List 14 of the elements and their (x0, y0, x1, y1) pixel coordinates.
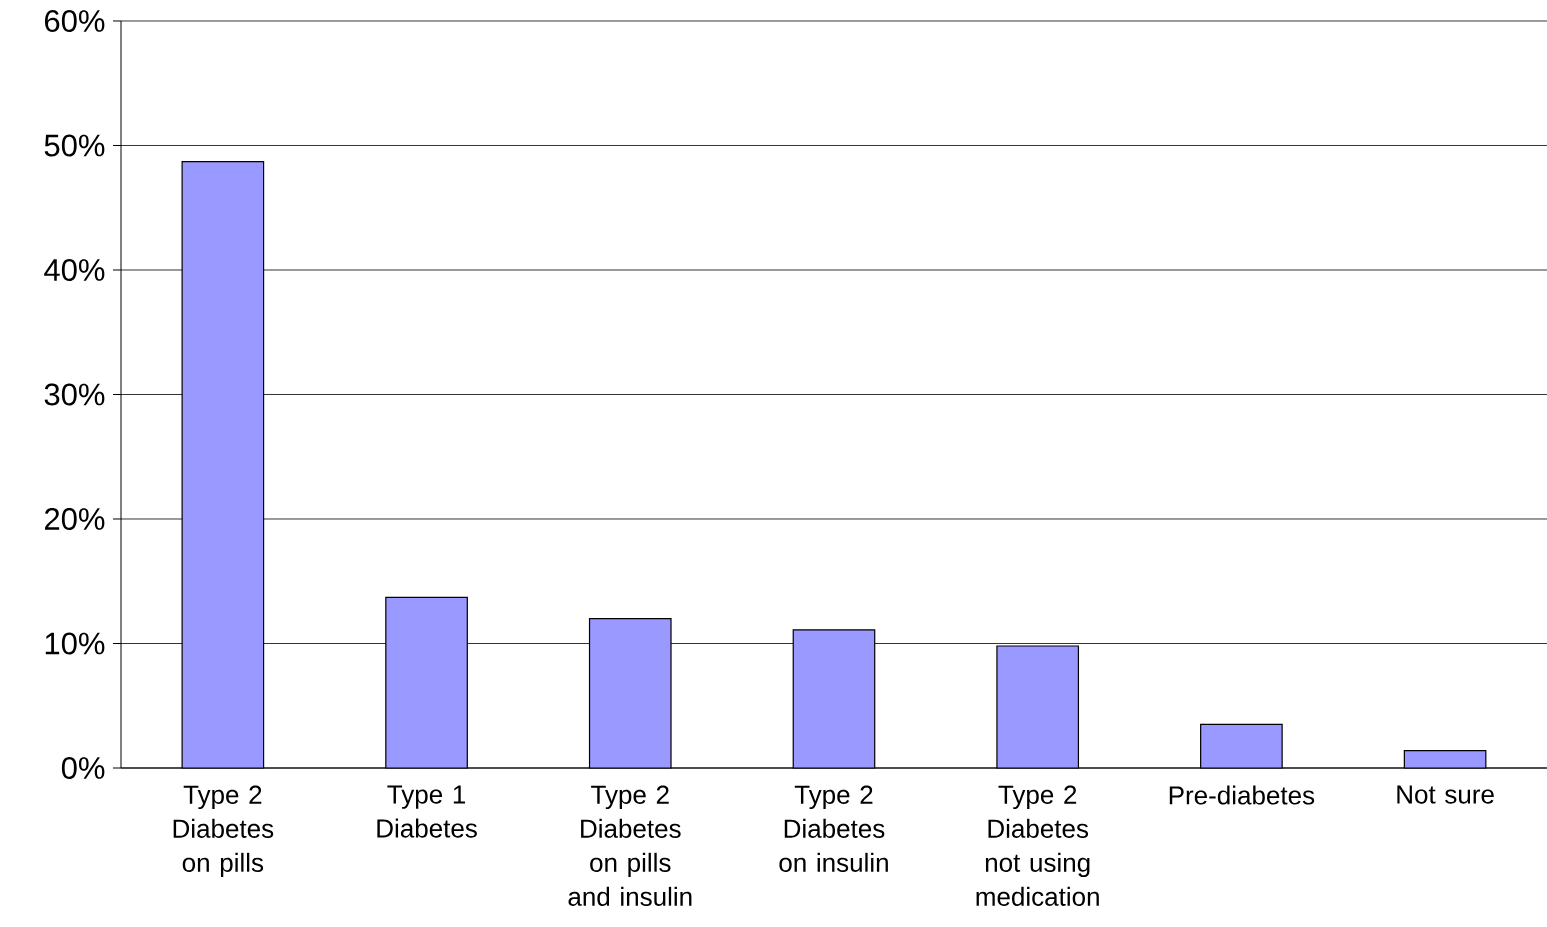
y-tick-label: 60% (45, 10, 105, 32)
y-tick-label: 10% (45, 632, 105, 655)
x-tick-label: Type 2 Diabetes not using medication (976, 785, 1099, 906)
x-tick-label: Type 2 Diabetes on pills (173, 785, 274, 878)
y-tick-label: 30% (44, 383, 105, 406)
y-tick-label: 40% (44, 259, 105, 281)
x-tick-label: Not sure (1397, 785, 1494, 804)
x-tick-label: Type 2 Diabetes on insulin (779, 785, 888, 872)
x-tick-label: Type 1 Diabetes (377, 785, 477, 838)
y-tick-label: 20% (45, 508, 105, 530)
x-tick-label: Pre-diabetes (1169, 785, 1315, 805)
y-tick-label: 50% (44, 134, 105, 157)
x-tick-label: Type 2 Diabetes on pills and insulin (568, 785, 692, 906)
y-tick-label: 0% (61, 757, 105, 779)
